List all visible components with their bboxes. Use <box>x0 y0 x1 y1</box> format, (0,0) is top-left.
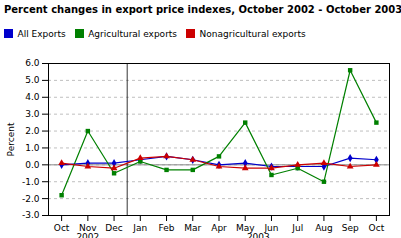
svg-text:Aug: Aug <box>315 222 333 232</box>
svg-text:Oct: Oct <box>54 222 70 232</box>
svg-text:Jul: Jul <box>291 222 303 232</box>
svg-text:Sep: Sep <box>342 222 359 232</box>
svg-text:5.0: 5.0 <box>25 75 40 85</box>
html-text:Nonagricultural exports: Nonagricultural exports <box>199 28 306 39</box>
svg-text:Jan: Jan <box>132 222 147 232</box>
svg-text:4.0: 4.0 <box>25 92 40 102</box>
svg-text:2.0: 2.0 <box>25 125 40 135</box>
svg-text:6.0: 6.0 <box>25 58 40 68</box>
svg-text:2002: 2002 <box>76 231 99 238</box>
svg-text:-1.0: -1.0 <box>22 176 40 186</box>
svg-text:Feb: Feb <box>159 222 175 232</box>
svg-text:Percent: Percent <box>6 122 16 156</box>
svg-text:Jun: Jun <box>264 222 279 233</box>
svg-text:2003: 2003 <box>247 231 270 238</box>
svg-text:-3.0: -3.0 <box>22 210 40 220</box>
svg-text:0.0: 0.0 <box>25 159 40 169</box>
svg-text:1.0: 1.0 <box>25 142 40 152</box>
svg-text:-2.0: -2.0 <box>22 193 40 203</box>
svg-text:Oct: Oct <box>369 222 385 232</box>
svg-text:3.0: 3.0 <box>25 109 40 119</box>
svg-text:Nov: Nov <box>79 222 97 233</box>
svg-text:Dec: Dec <box>105 222 122 232</box>
html-text:Agricultural exports: Agricultural exports <box>88 28 177 39</box>
svg-text:Apr: Apr <box>211 222 227 232</box>
html-text:All Exports: All Exports <box>17 28 66 39</box>
svg-text:May: May <box>235 222 255 233</box>
svg-text:Mar: Mar <box>184 222 201 232</box>
